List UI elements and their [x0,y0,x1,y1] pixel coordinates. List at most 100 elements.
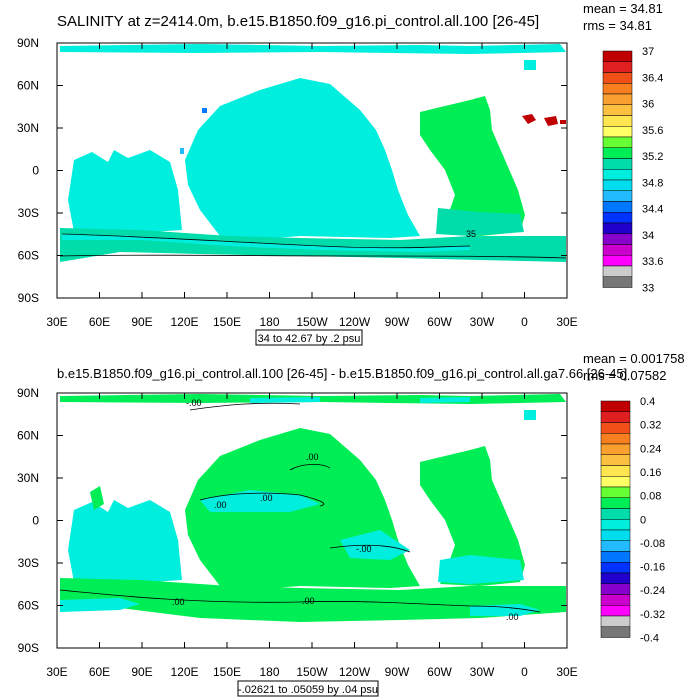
panel-2-colorbar-label: -0.32 [640,609,665,621]
panel-1-xtick-label: 30E [556,315,577,329]
panel-2-colorbar-swatch [600,615,631,627]
panel-1-xtick-label: 60W [427,315,452,329]
panel-2-colorbar-swatch [600,551,631,563]
panel-1-colorbar-label: 34.8 [642,177,663,189]
panel-2-ytick-label: 60S [18,599,39,613]
panel-1-ytick-label: 0 [32,164,39,178]
panel-1-colorbar-swatch [602,190,633,202]
panel-1-colorbar-label: 33.6 [642,256,663,268]
panel-1-xtick-label: 120W [339,315,371,329]
panel-2-ytick-label: 30S [18,556,39,570]
panel-2-ytick-label: 60N [17,429,39,443]
panel-2-field: -.00 -.00 .00 .00 .00 .00 .00 .00 [59,394,566,622]
panel-1-colorbar-label: 36 [642,99,654,111]
panel-2-colorbar-swatch [600,626,631,638]
panel-1-mean: mean = 34.81 [583,1,663,16]
panel-2-contour-label-5: .00 [214,500,227,510]
panel-1-ytick-label: 60N [17,79,39,93]
panel-1-axes: 30E 60E 90E 120E 150E 180 150W 120W 90W 60W 30W 0 30… [17,36,578,329]
panel-1-colorbar-swatch [602,104,633,116]
panel-2-xtick-label: 30W [470,665,495,679]
panel-1-colorbar-label: 34 [642,230,654,242]
panel-2-colorbar: 0.4 0.32 0.24 0.16 0.08 0 -0.08 -0.16 -0.24 -0.32… [600,396,665,645]
panel-1-colorbar-label: 34.4 [642,204,663,216]
panel-2-colorbar-label: 0.16 [640,467,661,479]
panel-2-ytick-label: 30N [17,471,39,485]
panel-1-colorbar-swatch [602,158,633,170]
panel-1-colorbar-swatch [602,222,633,234]
panel-2-mean: mean = 0.001758 [583,351,685,366]
panel-2-colorbar-label: -0.08 [640,538,665,550]
panel-2-colorbar-swatch [600,465,631,477]
panel-2-colorbar-swatch [600,540,631,552]
panel-2-contour-label-8: .00 [506,612,519,622]
panel-2-xtick-label: 30E [556,665,577,679]
panel-2-colorbar-swatch [600,443,631,455]
panel-2-ytick-label: 0 [32,514,39,528]
panel-2-colorbar-swatch [600,454,631,466]
panel-1-ytick-label: 90S [18,291,39,305]
panel-2-colorbar-swatch [600,422,631,434]
panel-1-colorbar-swatch [602,265,633,277]
panel-1-colorbar-label: 37 [642,46,654,58]
panel-1-ytick-label: 30S [18,206,39,220]
panel-2-colorbar-swatch [600,605,631,617]
panel-2-xtick-label: 60E [89,665,110,679]
panel-1-colorbar-swatch [602,244,633,256]
panel-2-colorbar-swatch [600,400,631,412]
panel-2-colorbar-swatch [600,572,631,584]
panel-2-colorbar-label: 0 [640,514,646,526]
panel-2-xtick-label: 0 [521,665,528,679]
panel-1-colorbar-swatch [602,83,633,95]
panel-1-colorbar-label: 35.2 [642,151,663,163]
panel-2-title: b.e15.B1850.f09_g16.pi_control.all.100 [… [57,366,627,381]
panel-2-xtick-label: 90E [131,665,152,679]
panel-1-rms: rms = 34.81 [583,18,652,33]
panel-2-xtick-label: 30E [46,665,67,679]
panel-2-colorbar-swatch [600,583,631,595]
panel-2-colorbar-swatch [600,486,631,498]
panel-1-xtick-label: 30W [470,315,495,329]
panel-2-contour-label-3: .00 [306,452,319,462]
panel-1-ytick-label: 30N [17,121,39,135]
panel-2-colorbar-label: -0.4 [640,633,659,645]
panel-2-xtick-label: 120E [170,665,198,679]
panel-1: SALINITY at z=2414.0m, b.e15.B1850.f09_g… [17,1,663,346]
panel-1-colorbar-label: 33 [642,283,654,295]
panel-1-subtitle-text: 34 to 42.67 by .2 psu [258,333,361,345]
panel-1-colorbar-swatch [602,212,633,224]
panel-1-xtick-label: 90E [131,315,152,329]
panel-2-xtick-label: 120W [339,665,371,679]
panel-2-xtick-label: 150W [296,665,328,679]
panel-2-colorbar-label: 0.08 [640,491,661,503]
panel-2-contour-label-2: -.00 [356,544,372,554]
panel-2-colorbar-swatch [600,594,631,606]
panel-1-xtick-label: 180 [259,315,279,329]
panel-1-colorbar-label: 35.6 [642,125,663,137]
panel-2-colorbar-swatch [600,519,631,531]
panel-2-contour-label-6: .00 [172,597,185,607]
panel-2: b.e15.B1850.f09_g16.pi_control.all.100 [… [17,351,685,697]
panel-2-subtitle: -.02621 to .05059 by .04 psu [237,680,379,697]
panel-2-colorbar-swatch [600,433,631,445]
panel-2-xtick-label: 60W [427,665,452,679]
panel-2-rms: rms = 0.07582 [583,368,666,383]
panel-1-colorbar-swatch [602,255,633,267]
panel-1-colorbar-swatch [602,72,633,84]
panel-2-colorbar-swatch [600,529,631,541]
panel-1-colorbar-label: 36.4 [642,72,663,84]
panel-1-colorbar-swatch [602,126,633,138]
panel-2-contour-label-7: .00 [302,596,315,606]
panel-1-subtitle: 34 to 42.67 by .2 psu [255,329,363,346]
panel-1-xtick-label: 120E [170,315,198,329]
panel-1-colorbar-swatch [602,136,633,148]
panel-2-colorbar-label: -0.24 [640,585,665,597]
panel-2-axes: 30E 60E 90E 120E 150E 180 150W 120W 90W 60W 30W 0 30… [17,386,578,679]
panel-2-colorbar-label: 0.24 [640,443,661,455]
panel-1-xtick-label: 0 [521,315,528,329]
panel-2-colorbar-label: 0.32 [640,420,661,432]
panel-1-ytick-label: 60S [18,249,39,263]
panel-2-contour-label-4: .00 [260,493,273,503]
panel-1-colorbar-swatch [602,61,633,73]
